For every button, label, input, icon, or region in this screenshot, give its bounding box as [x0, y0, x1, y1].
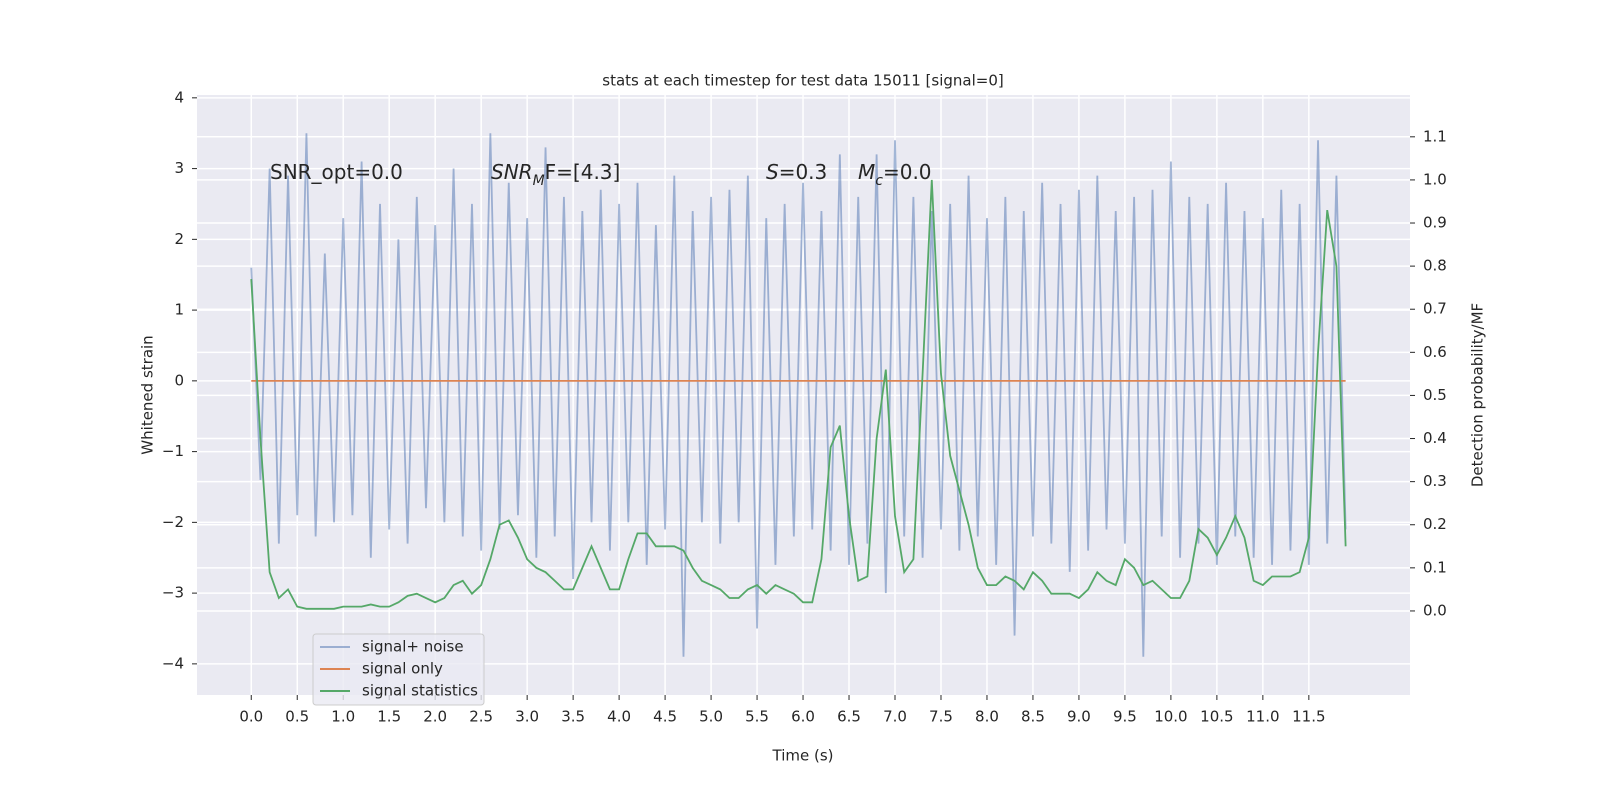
y2-tick-label: 0.8 [1423, 257, 1447, 275]
legend-label: signal only [362, 660, 443, 678]
x-tick-label: 9.5 [1113, 708, 1137, 726]
annotation-part: SNR [491, 160, 533, 184]
legend-label: signal+ noise [362, 638, 464, 656]
y2-tick-label: 1.1 [1423, 127, 1447, 145]
y2-tick-label: 0.9 [1423, 214, 1447, 232]
chart-title: stats at each timestep for test data 150… [602, 72, 1003, 90]
y2-tick-label: 0.3 [1423, 472, 1447, 490]
x-tick-label: 11.0 [1246, 708, 1279, 726]
annotation-part: S [766, 160, 779, 184]
x-tick-label: 3.0 [515, 708, 539, 726]
x-tick-label: 1.5 [377, 708, 401, 726]
series-line [250, 133, 1347, 657]
x-tick-label: 7.5 [929, 708, 953, 726]
x-tick-label: 1.0 [331, 708, 355, 726]
y2-tick-label: 0.6 [1423, 343, 1447, 361]
y2-tick-label: 0.5 [1423, 386, 1447, 404]
annotation: Mc=0.0 [858, 160, 932, 190]
y-tick-label: 4 [174, 88, 184, 106]
annotation-part: =0.3 [779, 160, 828, 184]
y2-tick-label: 0.4 [1423, 429, 1447, 447]
x-tick-label: 6.5 [837, 708, 861, 726]
annotation: SNR_opt=0.0 [270, 160, 403, 184]
x-tick-label: 0.0 [239, 708, 263, 726]
x-tick-label: 9.0 [1067, 708, 1091, 726]
y-tick-label: −4 [162, 654, 184, 672]
y-tick-label: 0 [174, 371, 184, 389]
y-tick-label: 1 [174, 301, 184, 319]
x-tick-label: 8.5 [1021, 708, 1045, 726]
x-tick-label: 0.5 [285, 708, 309, 726]
x-tick-label: 3.5 [561, 708, 585, 726]
x-tick-label: 5.0 [699, 708, 723, 726]
y-tick-label: 2 [174, 230, 184, 248]
x-tick-label: 2.0 [423, 708, 447, 726]
annotation-part: M [858, 160, 875, 184]
y-tick-label: −3 [162, 584, 184, 602]
x-tick-label: 2.5 [469, 708, 493, 726]
y2-tick-label: 0.7 [1423, 300, 1447, 318]
y2-tick-label: 0.0 [1423, 601, 1447, 619]
annotation: SNRMF=[4.3] [491, 160, 620, 190]
x-tick-label: 4.0 [607, 708, 631, 726]
grid [197, 95, 1410, 695]
legend-box [312, 633, 485, 706]
annotation-part: SNR_opt=0.0 [270, 160, 403, 184]
x-tick-label: 10.5 [1200, 708, 1233, 726]
y-tick-label: −2 [162, 513, 184, 531]
x-axis-label: Time (s) [772, 747, 834, 765]
x-tick-label: 4.5 [653, 708, 677, 726]
series-line [250, 179, 1347, 610]
x-tick-label: 10.0 [1154, 708, 1187, 726]
y2-tick-label: 1.0 [1423, 170, 1447, 188]
annotation-part: F=[4.3] [545, 160, 621, 184]
x-tick-label: 5.5 [745, 708, 769, 726]
x-tick-label: 11.5 [1292, 708, 1325, 726]
annotation-part: =0.0 [883, 160, 932, 184]
x-tick-label: 8.0 [975, 708, 999, 726]
y-axis-label: Whitened strain [139, 335, 157, 454]
y-tick-label: −1 [162, 442, 184, 460]
y-tick-label: 3 [174, 159, 184, 177]
annotation-part: c [875, 173, 883, 189]
y2-tick-label: 0.1 [1423, 558, 1447, 576]
x-tick-label: 6.0 [791, 708, 815, 726]
annotation-part: M [533, 173, 545, 189]
x-tick-label: 7.0 [883, 708, 907, 726]
legend: signal+ noise signal only signal statistic… [312, 633, 485, 706]
y2-axis-label: Detection probability/MF [1469, 303, 1487, 487]
annotation: S=0.3 [766, 160, 827, 184]
legend-label: signal statistics [362, 682, 478, 700]
y2-tick-label: 0.2 [1423, 515, 1447, 533]
